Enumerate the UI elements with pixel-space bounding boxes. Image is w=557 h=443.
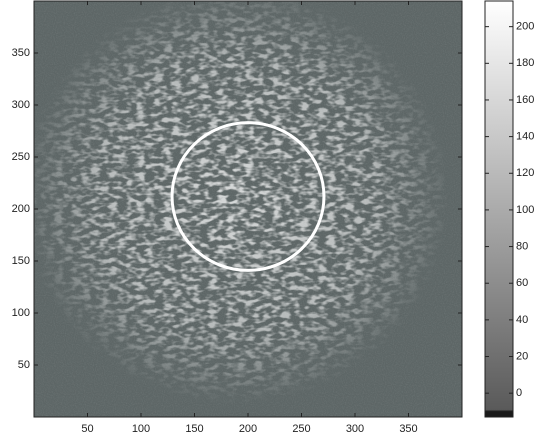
y-tick-label: 200 [12, 203, 30, 215]
x-tick-label: 200 [239, 423, 257, 435]
colorbar-tick-label: 100 [516, 204, 534, 216]
colorbar-tick-label: 80 [516, 240, 528, 252]
colorbar-tick-label: 180 [516, 57, 534, 69]
chart: 5010015020025030035050100150200250300350… [0, 0, 557, 438]
colorbar-tick-label: 140 [516, 131, 534, 143]
colorbar-tick-label: 160 [516, 94, 534, 106]
x-tick-label: 350 [399, 423, 417, 435]
colorbar-tick-label: 20 [516, 350, 528, 362]
x-tick-label: 50 [81, 423, 93, 435]
colorbar-tick-label: 60 [516, 277, 528, 289]
y-tick-label: 150 [12, 255, 30, 267]
colorbar-tick-label: 40 [516, 314, 528, 326]
y-tick-label: 350 [12, 47, 30, 59]
colorbar-tick-label: 200 [516, 21, 534, 33]
x-tick-label: 250 [292, 423, 310, 435]
colorbar [485, 1, 513, 417]
x-tick-label: 100 [132, 423, 150, 435]
y-tick-label: 300 [12, 99, 30, 111]
y-tick-label: 250 [12, 151, 30, 163]
x-tick-label: 300 [346, 423, 364, 435]
image-speckle [34, 1, 462, 417]
y-tick-label: 100 [12, 307, 30, 319]
x-tick-label: 150 [185, 423, 203, 435]
colorbar-tick-label: 120 [516, 167, 534, 179]
y-tick-label: 50 [18, 359, 30, 371]
colorbar-tick-label: 0 [516, 387, 522, 399]
